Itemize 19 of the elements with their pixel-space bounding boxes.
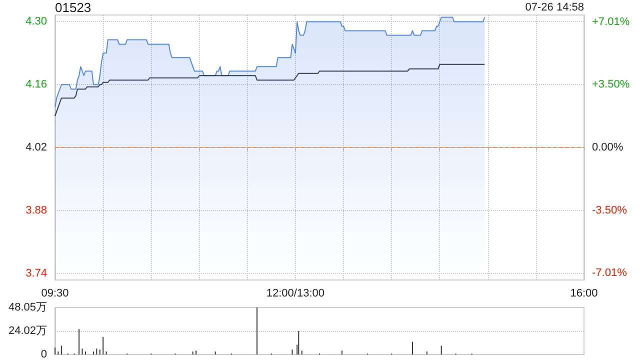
chart-title: 01523 [55, 0, 92, 15]
y-tick-label: 4.02 [26, 142, 47, 154]
line-series [54, 64, 486, 117]
y2-tick-label: -3.50% [592, 204, 628, 216]
y-tick-label: 3.88 [26, 204, 47, 216]
text: 07-26 14:58 [525, 2, 584, 14]
y2-tick-label: +3.50% [592, 78, 630, 91]
y-tick-label: 4.16 [26, 78, 47, 91]
y-tick-label: 4.30 [26, 16, 47, 28]
y-tick-label: 3.74 [26, 267, 47, 280]
y-tick-label: 24.02万 [8, 325, 47, 338]
y2-tick-label: -7.01% [592, 267, 628, 280]
y2-tick-label: +7.01% [592, 16, 630, 28]
x-tick-label: 09:30 [41, 288, 69, 300]
x-tick-label: 16:00 [570, 288, 598, 300]
x-tick-label: 12:00/13:00 [266, 288, 325, 300]
y2-tick-label: 0.00% [592, 142, 624, 154]
y-tick-label: 48.05万 [8, 302, 47, 314]
y-tick-label: 0 [40, 348, 47, 360]
